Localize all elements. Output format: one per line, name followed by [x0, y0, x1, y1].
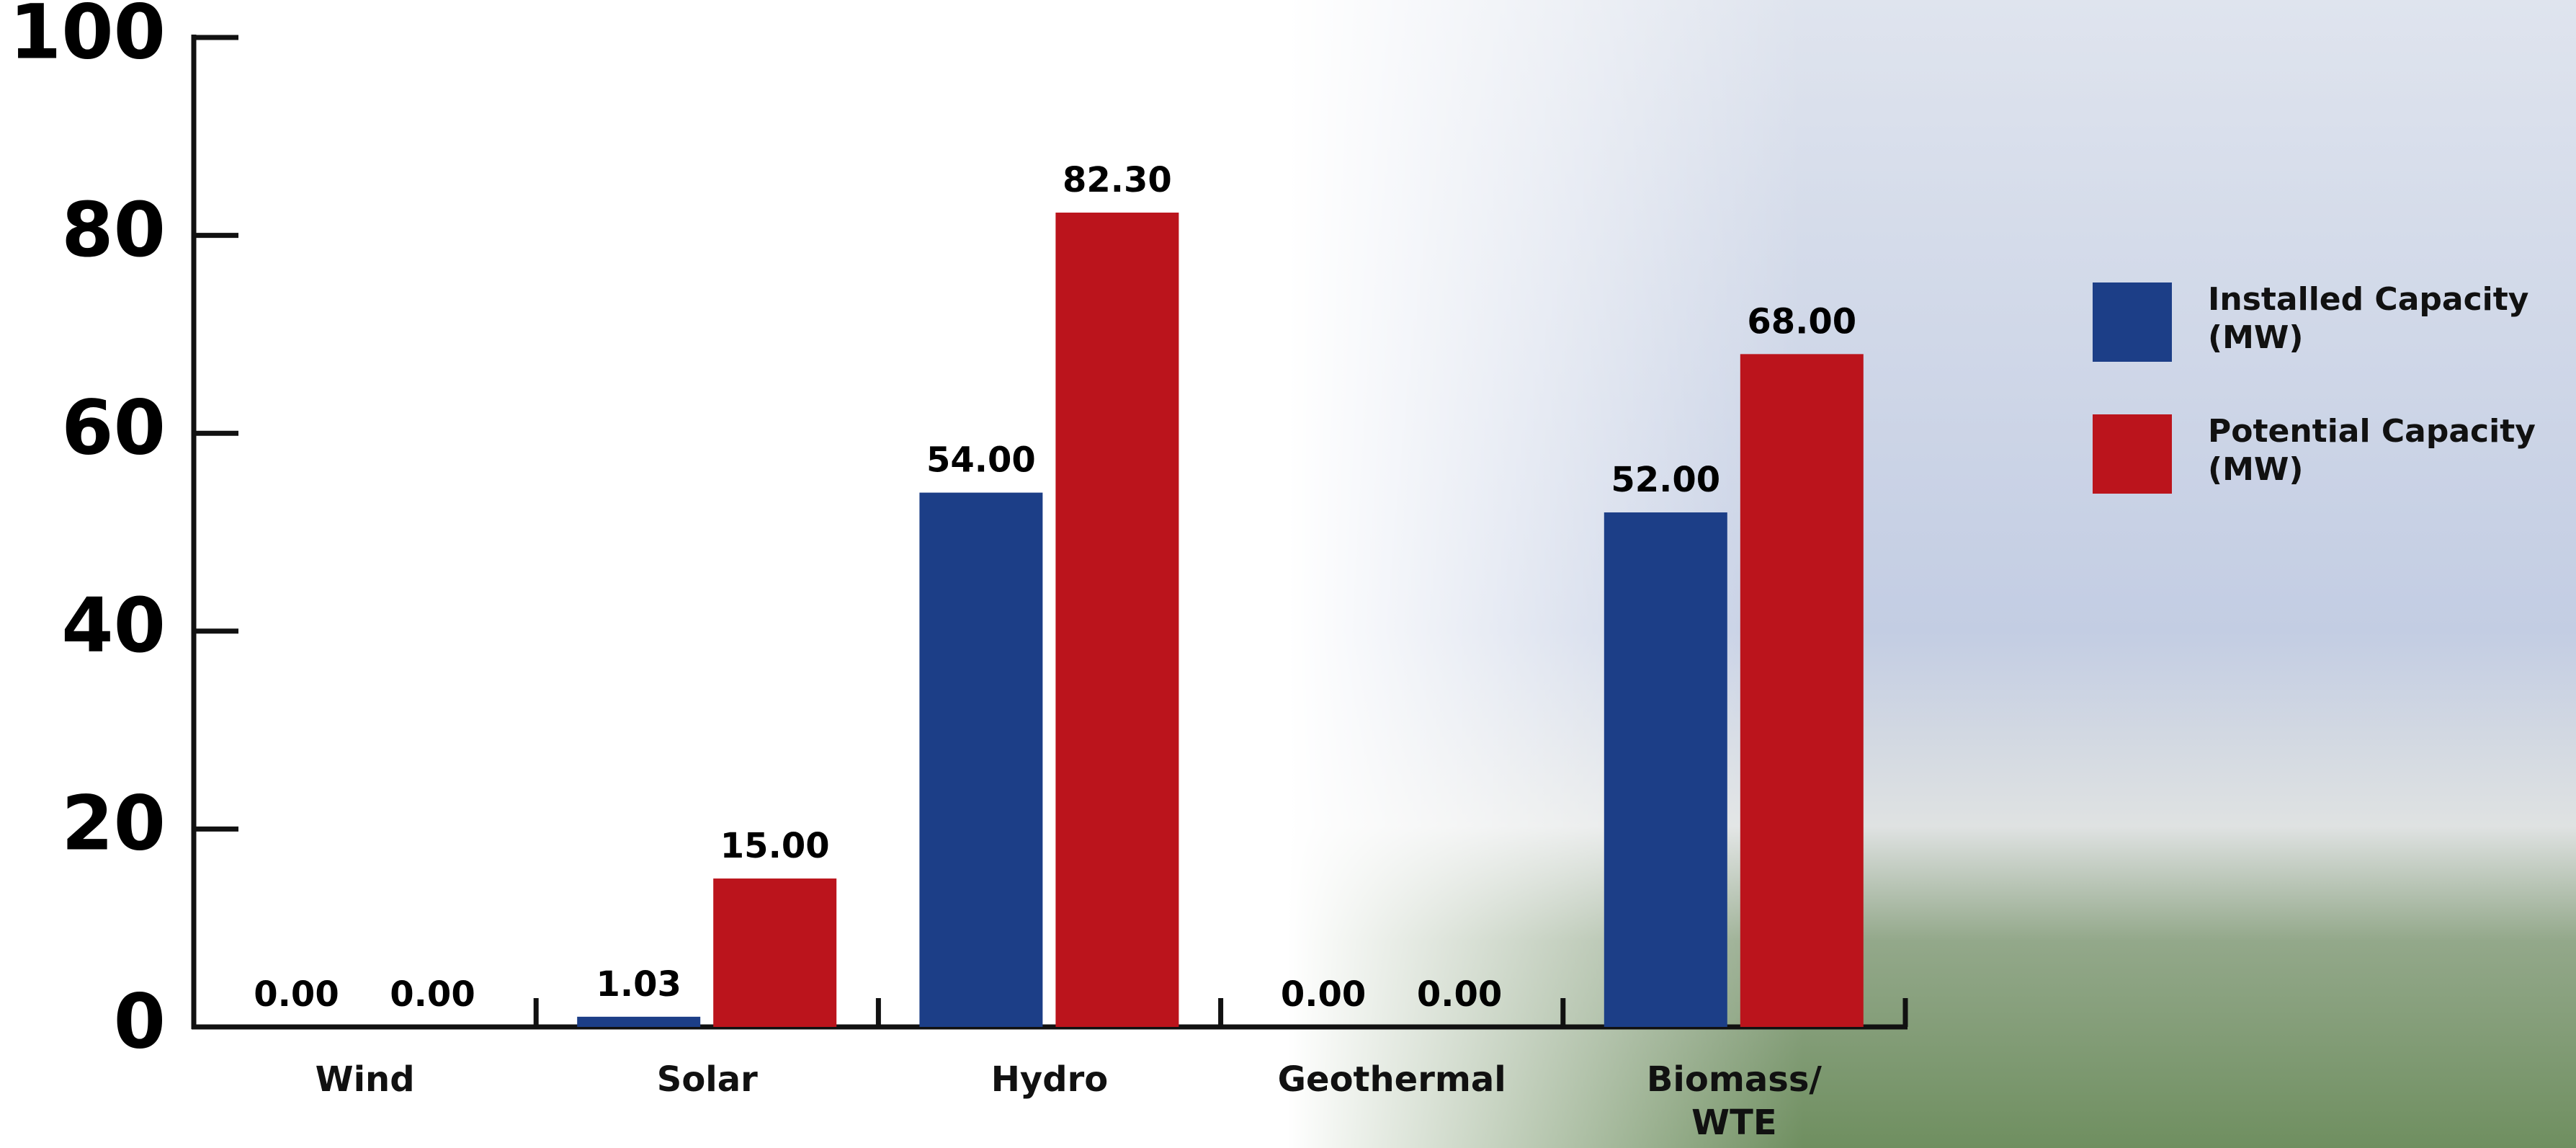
value-label: 68.00 [1747, 301, 1856, 342]
bar [713, 878, 837, 1027]
bar [577, 1016, 701, 1027]
value-label: 0.00 [1417, 974, 1502, 1015]
legend-label: Potential Capacity (MW) [2208, 413, 2536, 488]
legend-swatch [2093, 282, 2172, 362]
y-tick-label: 20 [61, 780, 166, 868]
y-tick-label: 100 [9, 0, 166, 76]
bar [1055, 213, 1179, 1027]
value-label: 54.00 [926, 440, 1036, 481]
legend-swatch [2093, 414, 2172, 494]
y-tick-label: 40 [61, 582, 166, 669]
value-label: 0.00 [254, 974, 339, 1015]
y-tick-label: 80 [61, 186, 166, 274]
x-tick-label: Hydro [990, 1059, 1109, 1100]
bar [919, 492, 1043, 1027]
bar [1740, 354, 1864, 1027]
x-tick-label: Wind [315, 1059, 415, 1100]
y-tick-label: 60 [61, 384, 166, 472]
value-label: 82.30 [1063, 160, 1172, 200]
value-label: 0.00 [390, 974, 475, 1015]
y-tick-label: 0 [114, 977, 166, 1065]
x-tick-label: Solar [656, 1059, 758, 1100]
legend-label: Installed Capacity (MW) [2208, 281, 2529, 356]
x-tick-label: Geothermal [1277, 1059, 1506, 1100]
value-label: 1.03 [596, 964, 681, 1005]
value-label: 15.00 [720, 826, 830, 866]
value-label: 0.00 [1281, 974, 1366, 1015]
x-tick-label: Biomass/ WTE [1646, 1059, 1822, 1143]
value-label: 52.00 [1611, 460, 1720, 500]
bar [1604, 512, 1727, 1027]
